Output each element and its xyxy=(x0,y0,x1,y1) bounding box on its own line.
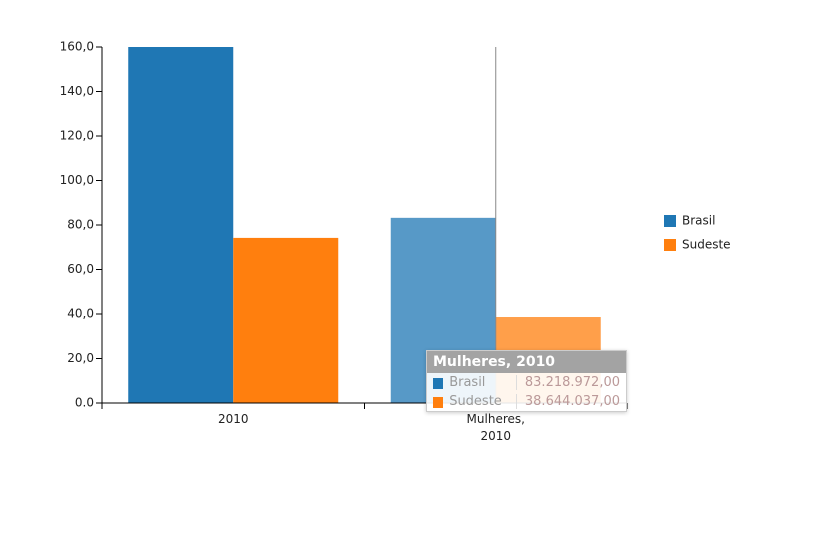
legend-swatch xyxy=(664,239,676,251)
tooltip-row: Sudeste 38.644.037,00 xyxy=(427,392,626,411)
y-tick-label: 80,0 xyxy=(67,218,94,232)
y-tick-label: 0.0 xyxy=(75,396,94,410)
tooltip-value: 83.218.972,00 xyxy=(524,375,620,390)
bar xyxy=(128,47,234,403)
y-tick-label: 160,0 xyxy=(60,40,94,54)
y-tick-label: 20,0 xyxy=(67,351,94,365)
y-tick-label: 60,0 xyxy=(67,262,94,276)
tooltip-value: 38.644.037,00 xyxy=(524,394,620,409)
y-tick-label: 100,0 xyxy=(60,173,94,187)
x-tick-label: 2010 xyxy=(217,412,249,426)
y-tick-label: 40,0 xyxy=(67,307,94,321)
tooltip-swatch xyxy=(433,378,444,389)
tooltip-row: Brasil 83.218.972,00 xyxy=(427,373,626,392)
tooltip-title: Mulheres, 2010 xyxy=(427,351,626,373)
y-tick-label: 120,0 xyxy=(60,129,94,143)
tooltip-name: Sudeste xyxy=(449,394,517,409)
y-tick-label: 140,0 xyxy=(60,84,94,98)
tooltip-swatch xyxy=(433,397,444,408)
tooltip: Mulheres, 2010 Brasil 83.218.972,00 Sudeste… xyxy=(426,350,627,412)
tooltip-name: Brasil xyxy=(449,375,517,390)
bar xyxy=(233,237,339,403)
legend-swatch xyxy=(664,215,676,227)
legend-label: Brasil xyxy=(682,214,715,228)
x-tick-label: Mulheres, 2010 xyxy=(466,412,525,443)
legend-label: Sudeste xyxy=(682,238,731,252)
